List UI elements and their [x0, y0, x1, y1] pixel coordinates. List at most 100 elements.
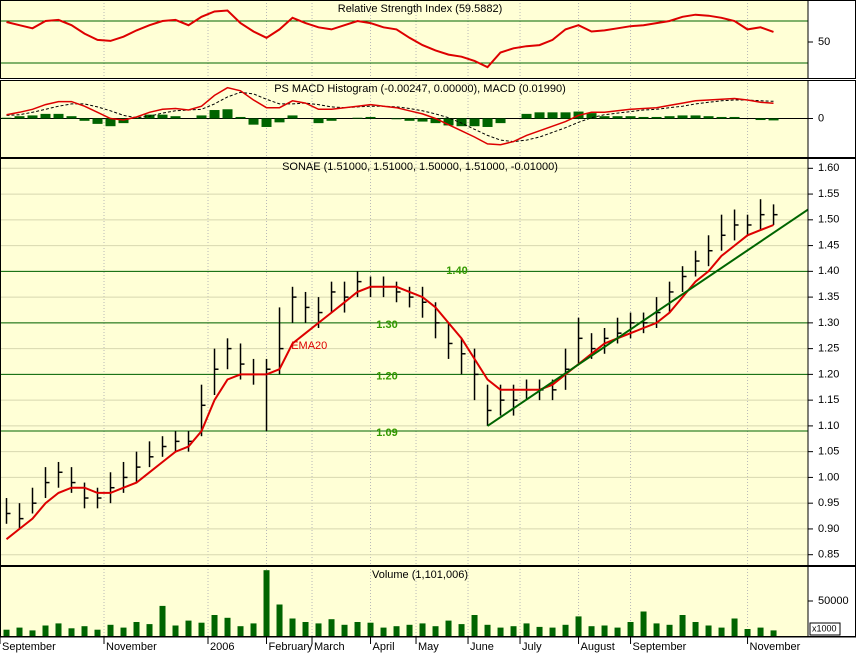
histogram-bar — [92, 118, 103, 124]
volume-bar — [341, 624, 348, 636]
ema-label: EMA20 — [291, 340, 327, 352]
volume-bar — [302, 622, 309, 636]
histogram-bar — [27, 115, 38, 119]
volume-bar — [536, 626, 543, 636]
histogram-bar — [755, 118, 766, 121]
histogram-bar — [261, 118, 272, 127]
volume-bar — [640, 611, 647, 636]
ema-line — [5, 224, 774, 540]
panel-title: PS MACD Histogram (-0.00247, 0.00000), M… — [274, 83, 566, 95]
histogram-bar — [690, 115, 701, 119]
volume-bar — [523, 623, 530, 636]
histogram-bar — [235, 116, 246, 119]
histogram-bar — [560, 112, 571, 119]
y-tick-label: 1.10 — [818, 420, 839, 432]
x-tick-label: July — [522, 641, 542, 653]
level-label: 1.09 — [376, 427, 397, 439]
histogram-bar — [534, 112, 545, 119]
x-tick-label: February — [269, 641, 314, 653]
volume-bar — [575, 616, 582, 636]
y-tick-label: 50 — [818, 36, 830, 48]
y-tick-label: 1.45 — [818, 239, 839, 251]
level-label: 1.30 — [376, 319, 397, 331]
y-tick-label: 1.30 — [818, 317, 839, 329]
volume-bar — [406, 624, 413, 636]
volume-bar — [744, 629, 751, 636]
histogram-bar — [404, 118, 415, 121]
y-tick-label: 1.60 — [818, 162, 839, 174]
histogram-bar — [703, 116, 714, 119]
volume-bar — [16, 627, 23, 636]
volume-bar — [55, 623, 62, 636]
volume-bar — [562, 624, 569, 636]
histogram-bar — [326, 118, 337, 121]
volume-bar — [588, 626, 595, 636]
volume-bar — [250, 623, 257, 636]
histogram-bar — [716, 116, 727, 119]
volume-bar — [107, 624, 114, 636]
volume-bar — [484, 624, 491, 636]
panel-bg — [0, 0, 808, 78]
histogram-bar — [430, 118, 441, 124]
histogram-bar — [456, 118, 467, 127]
histogram-bar — [612, 116, 623, 119]
y-tick-label: 1.35 — [818, 291, 839, 303]
histogram-bar — [417, 118, 428, 122]
y-tick-label: 1.00 — [818, 471, 839, 483]
volume-bar — [432, 626, 439, 636]
y-tick-label: 1.25 — [818, 343, 839, 355]
x-tick-label: November — [106, 641, 157, 653]
volume-bar — [380, 627, 387, 636]
histogram-bar — [313, 118, 324, 124]
volume-bar — [3, 629, 10, 636]
histogram-bar — [274, 118, 285, 123]
x-tick-label: September — [633, 641, 687, 653]
volume-bar — [458, 624, 465, 636]
histogram-bar — [14, 116, 25, 119]
volume-bar — [757, 627, 764, 636]
volume-bar — [497, 627, 504, 636]
volume-bar — [120, 627, 127, 636]
volume-bar — [731, 618, 738, 636]
volume-bar — [393, 626, 400, 636]
volume-bar — [549, 627, 556, 636]
histogram-bar — [53, 113, 64, 119]
histogram-bar — [352, 117, 363, 119]
histogram-bar — [443, 118, 454, 126]
volume-bar — [94, 629, 101, 636]
volume-bar — [328, 619, 335, 636]
y-tick-label: 1.40 — [818, 265, 839, 277]
y-tick-label: 1.55 — [818, 188, 839, 200]
volume-bar — [211, 615, 218, 636]
volume-bar — [172, 625, 179, 636]
volume-bar — [185, 620, 192, 636]
volume-bar — [419, 623, 426, 636]
volume-bar — [224, 617, 231, 636]
y-tick-label: 1.15 — [818, 394, 839, 406]
panel-title: Relative Strength Index (59.5882) — [338, 3, 503, 15]
histogram-bar — [521, 113, 532, 119]
unit-box — [809, 622, 841, 636]
x-tick-label: September — [2, 641, 56, 653]
volume-bar — [29, 630, 36, 636]
x-tick-label: March — [314, 641, 345, 653]
rsi-line — [6, 9, 774, 69]
volume-bar — [445, 620, 452, 636]
histogram-bar — [677, 115, 688, 119]
volume-bar — [289, 618, 296, 636]
histogram-bar — [391, 118, 402, 120]
histogram-bar — [79, 118, 90, 121]
panel-bg — [0, 158, 808, 565]
histogram-bar — [222, 109, 233, 119]
histogram-bar — [625, 116, 636, 119]
histogram-bar — [209, 110, 220, 119]
histogram-bar — [170, 116, 181, 119]
histogram-bar — [131, 117, 142, 119]
y-tick-label: 50000 — [818, 595, 849, 607]
x-tick-label: August — [581, 641, 615, 653]
volume-bar — [42, 625, 49, 636]
unit-label: x1000 — [812, 623, 837, 633]
volume-bar — [692, 622, 699, 636]
histogram-bar — [638, 116, 649, 119]
histogram-bar — [157, 114, 168, 119]
